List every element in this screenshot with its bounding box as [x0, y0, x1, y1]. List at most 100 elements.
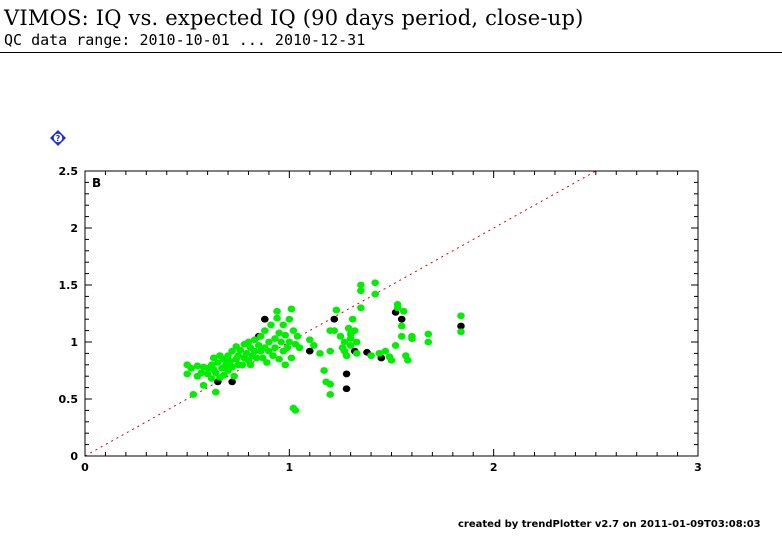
- y-tick-label: 2: [70, 222, 78, 235]
- data-point-green: [408, 335, 416, 342]
- data-point-green: [371, 279, 379, 287]
- data-point-green: [279, 321, 288, 329]
- data-point-black: [261, 315, 269, 323]
- data-points-layer: [183, 279, 465, 414]
- data-point-green: [375, 350, 384, 357]
- help-icon-inner: [53, 133, 63, 143]
- data-point-green: [336, 332, 345, 340]
- data-point-green: [316, 350, 324, 357]
- y-tick-label: 2.5: [59, 165, 79, 178]
- y-tick-label: 1.5: [59, 279, 79, 292]
- data-point-green: [310, 342, 318, 349]
- data-point-green: [203, 370, 212, 378]
- x-tick-label: 1: [286, 461, 294, 474]
- data-point-green: [256, 332, 265, 340]
- data-point-green: [305, 336, 314, 344]
- data-point-green: [275, 355, 283, 363]
- data-point-green: [352, 350, 361, 357]
- data-point-green: [199, 381, 208, 389]
- data-point-green: [271, 335, 279, 342]
- data-point-green: [258, 354, 267, 362]
- data-point-green: [207, 375, 216, 382]
- data-point-green: [381, 347, 390, 355]
- data-point-green: [211, 388, 220, 396]
- data-point-green: [230, 372, 238, 380]
- y-tick-label: 1: [70, 336, 78, 349]
- axes-layer: [84, 170, 699, 457]
- data-point-black: [342, 385, 351, 393]
- page-title: VIMOS: IQ vs. expected IQ (90 days perio…: [4, 6, 584, 30]
- page-subtitle: QC data range: 2010-10-01 ... 2010-12-31: [4, 31, 366, 49]
- data-point-green: [348, 315, 357, 323]
- data-point-green: [350, 327, 359, 334]
- data-point-green: [289, 327, 298, 334]
- data-point-green: [291, 407, 300, 414]
- data-point-green: [424, 330, 433, 338]
- data-point-green: [320, 367, 328, 374]
- tick-labels-layer: 0 1 2 3 0 0.5 1 1.5 2 2.5: [59, 165, 702, 474]
- data-point-green: [357, 304, 365, 312]
- y-tick-label: 0: [70, 450, 78, 463]
- footer-credit: created by trendPlotter v2.7 on 2011-01-…: [458, 519, 761, 530]
- data-point-green: [234, 352, 243, 360]
- data-point-green: [275, 329, 283, 337]
- data-point-green: [352, 338, 361, 346]
- data-point-green: [371, 290, 379, 298]
- reference-line: [84, 170, 597, 457]
- data-point-green: [242, 350, 251, 357]
- x-tick-label: 3: [694, 461, 702, 474]
- data-point-green: [187, 364, 196, 372]
- data-point-green: [330, 327, 339, 334]
- data-point-green: [457, 328, 465, 336]
- data-point-green: [404, 356, 412, 364]
- data-point-green: [285, 338, 294, 346]
- data-point-black: [397, 315, 406, 323]
- data-point-black: [457, 322, 465, 330]
- data-point-green: [326, 391, 335, 398]
- data-point-green: [252, 354, 261, 362]
- data-point-green: [457, 312, 465, 320]
- question-diamond-icon[interactable]: ?: [50, 130, 66, 146]
- data-point-green: [342, 352, 351, 360]
- data-point-green: [189, 391, 198, 398]
- data-point-green: [269, 352, 277, 360]
- data-point-green: [285, 315, 294, 323]
- data-point-green: [387, 356, 396, 364]
- data-point-green: [277, 338, 285, 346]
- data-point-green: [224, 352, 232, 360]
- data-point-green: [340, 338, 349, 346]
- data-point-green: [326, 380, 335, 388]
- data-point-green: [357, 287, 365, 295]
- data-point-green: [211, 369, 220, 377]
- data-point-green: [226, 357, 234, 365]
- y-tick-label: 0.5: [59, 393, 79, 406]
- data-point-green: [265, 347, 273, 355]
- data-point-green: [246, 361, 255, 369]
- data-point-green: [238, 361, 247, 369]
- data-point-green: [293, 332, 302, 340]
- data-point-black: [342, 370, 351, 378]
- data-point-green: [228, 347, 236, 355]
- plot-frame: [84, 170, 699, 457]
- data-point-green: [273, 307, 281, 315]
- data-point-green: [228, 363, 236, 371]
- data-point-green: [391, 342, 400, 349]
- data-point-green: [399, 307, 408, 315]
- data-point-green: [367, 352, 375, 360]
- data-point-green: [267, 321, 275, 329]
- data-point-green: [271, 344, 279, 352]
- data-point-green: [295, 344, 304, 352]
- data-point-green: [393, 304, 402, 312]
- data-point-green: [332, 306, 341, 314]
- data-point-black: [305, 347, 314, 355]
- data-point-green: [197, 369, 206, 377]
- data-point-green: [287, 354, 296, 362]
- data-point-green: [209, 354, 218, 362]
- data-point-green: [283, 344, 292, 352]
- data-point-green: [250, 336, 259, 344]
- data-point-green: [346, 342, 355, 349]
- data-point-green: [281, 331, 290, 339]
- data-point-green: [397, 322, 406, 330]
- panel-label: B: [92, 176, 101, 190]
